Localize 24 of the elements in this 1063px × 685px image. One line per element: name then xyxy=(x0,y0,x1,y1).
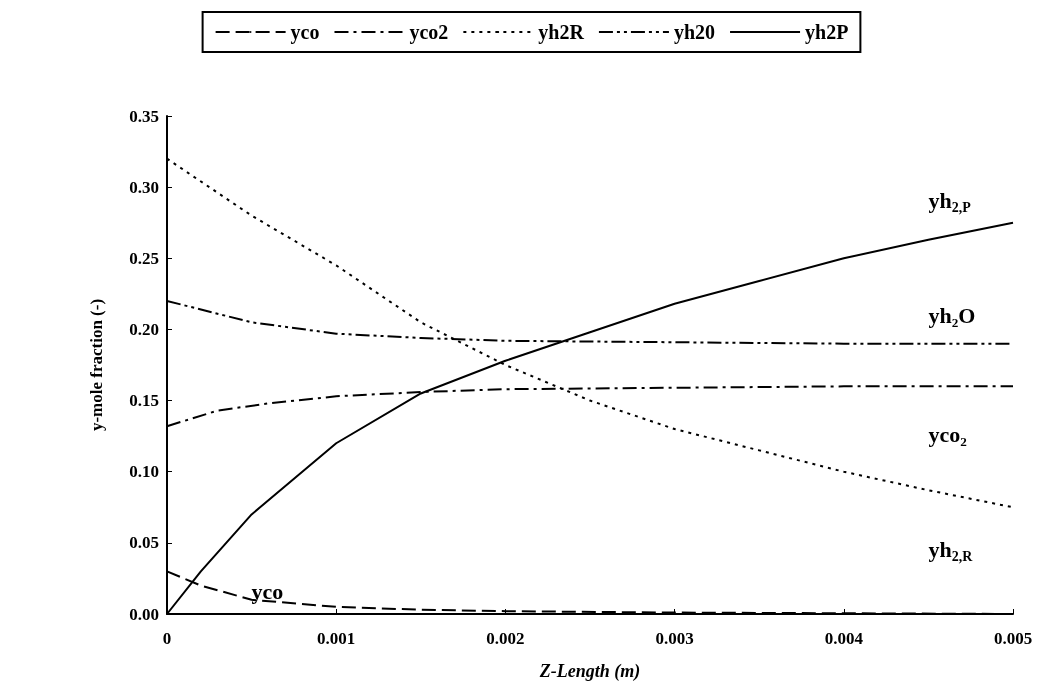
legend-label: yh2P xyxy=(805,21,849,44)
annotation: yco xyxy=(251,579,284,605)
y-tick-label: 0.10 xyxy=(129,462,159,482)
x-tick-label: 0.003 xyxy=(655,629,694,648)
annotation: yco₂ xyxy=(928,422,968,448)
y-tick-label: 0.15 xyxy=(129,391,159,411)
y-tick-label: 0.05 xyxy=(129,533,159,553)
y-tick-label: 0.25 xyxy=(129,248,159,268)
y-tick-label: 0.20 xyxy=(129,319,159,339)
x-tick-label: 0 xyxy=(162,629,172,648)
annotation: yh₂O xyxy=(928,302,976,328)
legend-label: yh20 xyxy=(673,21,716,44)
legend-label: yco xyxy=(290,21,320,44)
y-tick-label: 0.35 xyxy=(129,106,159,126)
legend-label: yco2 xyxy=(409,21,449,44)
legend-label: yh2R xyxy=(538,21,585,44)
y-tick-label: 0.00 xyxy=(129,604,159,624)
y-tick-label: 0.30 xyxy=(129,177,159,197)
x-tick-label: 0.002 xyxy=(486,629,525,648)
x-axis-title: Z-Length (m) xyxy=(538,661,641,682)
x-tick-label: 0.001 xyxy=(317,629,356,648)
x-tick-label: 0.005 xyxy=(993,629,1033,648)
y-axis-title: y-mole fraction (-) xyxy=(87,298,106,432)
x-tick-label: 0.004 xyxy=(824,629,864,648)
